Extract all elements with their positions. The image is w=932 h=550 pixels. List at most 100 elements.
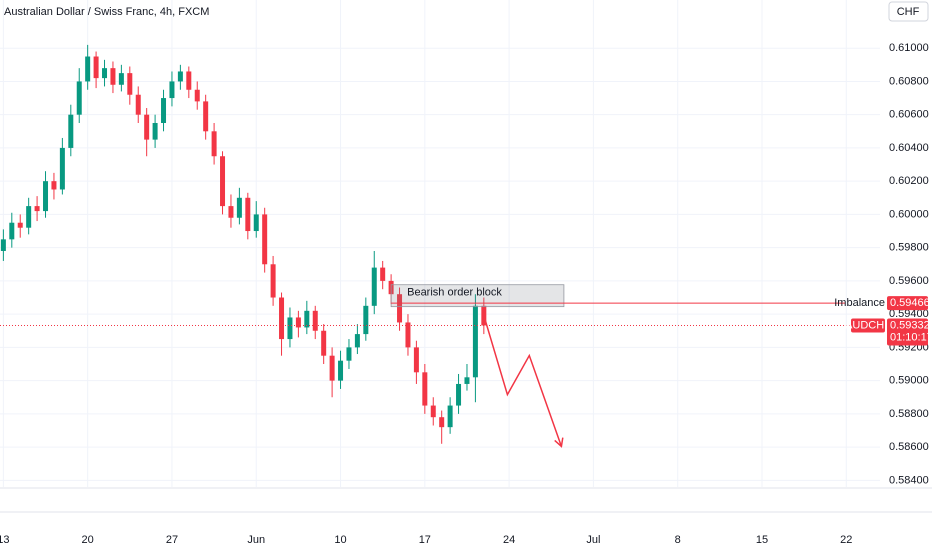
x-tick-label: 20 <box>82 534 94 546</box>
y-tick-label: 0.60000 <box>889 208 929 220</box>
candle-body <box>439 417 445 428</box>
candle-body <box>464 377 470 384</box>
candle-body <box>194 89 200 102</box>
x-tick-label: 27 <box>166 534 178 546</box>
chart-title: Australian Dollar / Swiss Franc, 4h, FXC… <box>4 6 209 18</box>
candle-body <box>253 214 259 232</box>
candle-body <box>26 206 32 228</box>
candle-body <box>110 68 116 85</box>
candle-body <box>0 239 6 251</box>
candle-body <box>363 305 369 335</box>
y-tick-label: 0.59400 <box>889 308 929 320</box>
candle-body <box>456 383 462 406</box>
last-price: 0.59332 <box>890 319 930 331</box>
candle-body <box>295 317 301 328</box>
countdown: 01:10:17 <box>890 331 932 343</box>
candle-body <box>169 81 175 99</box>
candle-body <box>236 197 242 218</box>
candle-body <box>102 68 108 79</box>
y-tick-label: 0.59600 <box>889 275 929 287</box>
candle-body <box>321 330 327 356</box>
candle-body <box>279 297 285 340</box>
symbol-tag <box>851 318 885 333</box>
x-tick-label: 13 <box>0 534 9 546</box>
candle-body <box>329 355 335 381</box>
candle-body <box>85 56 91 82</box>
candle-body <box>380 267 386 281</box>
candle-body <box>211 131 217 157</box>
y-tick-label: 0.60400 <box>889 142 929 154</box>
y-tick-label: 0.59000 <box>889 375 929 387</box>
candle-body <box>118 73 124 85</box>
x-tick-label: 8 <box>675 534 681 546</box>
y-tick-label: 0.60600 <box>889 109 929 121</box>
currency[interactable]: CHF <box>897 6 920 18</box>
imbalance-tag <box>887 296 928 311</box>
y-tick-label: 0.60200 <box>889 175 929 187</box>
x-tick-label: 17 <box>419 534 431 546</box>
candle-body <box>135 94 141 115</box>
candle-body <box>76 81 82 115</box>
marks <box>0 44 880 448</box>
imbalance-label: Imbalance <box>834 297 885 309</box>
y-tick-label: 0.59800 <box>889 242 929 254</box>
candle-body <box>220 156 226 207</box>
candle-body <box>245 197 251 232</box>
order-block <box>390 284 565 308</box>
candle-body <box>338 360 344 381</box>
candle-body <box>413 347 419 373</box>
candle-body <box>447 405 453 428</box>
candle-body <box>312 310 318 331</box>
order-block-label: Bearish order block <box>407 287 502 299</box>
candle-body <box>472 305 478 378</box>
candle-body <box>430 405 436 418</box>
x-tick-label: 22 <box>840 534 852 546</box>
labels: 0.584000.586000.588000.590000.592000.594… <box>0 42 932 546</box>
y-tick-label: 0.61000 <box>889 42 929 54</box>
x-tick-label: Jul <box>586 534 600 546</box>
y-tick-label: 0.60800 <box>889 75 929 87</box>
x-tick-label: Jun <box>247 534 265 546</box>
candle-body <box>397 294 403 323</box>
candle-body <box>152 122 158 140</box>
candle-body <box>262 214 268 265</box>
candle-body <box>304 310 310 328</box>
candle-body <box>59 147 65 190</box>
candle-body <box>127 73 133 95</box>
candle-body <box>371 267 377 306</box>
y-tick-label: 0.58800 <box>889 408 929 420</box>
x-tick-label: 24 <box>503 534 515 546</box>
y-tick-label: 0.58600 <box>889 441 929 453</box>
imbalance-price: 0.59466 <box>890 297 930 309</box>
candle-body <box>43 181 49 212</box>
candle-body <box>161 98 167 123</box>
x-tick-label: 15 <box>756 534 768 546</box>
candle-body <box>228 206 234 218</box>
candle-body <box>51 181 57 190</box>
candle-body <box>405 322 411 348</box>
candle-body <box>177 71 183 82</box>
candle-body <box>422 372 428 406</box>
currency-box[interactable] <box>888 1 929 22</box>
candle-body <box>17 222 23 228</box>
candle-body <box>203 101 209 132</box>
candle-body <box>186 71 192 90</box>
y-tick-label: 0.58400 <box>889 474 929 486</box>
x-tick-label: 10 <box>334 534 346 546</box>
candle-body <box>34 206 40 212</box>
candle-body <box>270 264 276 298</box>
grid <box>0 0 880 487</box>
candle-body <box>93 56 99 79</box>
candle-body <box>346 347 352 361</box>
price-tag <box>887 318 928 346</box>
symbol-label: AUDCHF <box>845 319 891 331</box>
candle-body <box>68 114 74 148</box>
candle-body <box>354 334 360 348</box>
projection-arrowhead <box>554 437 564 448</box>
projection-path <box>482 312 563 447</box>
candle-body <box>287 317 293 340</box>
candle-body <box>9 222 15 240</box>
candle-body <box>144 114 150 140</box>
